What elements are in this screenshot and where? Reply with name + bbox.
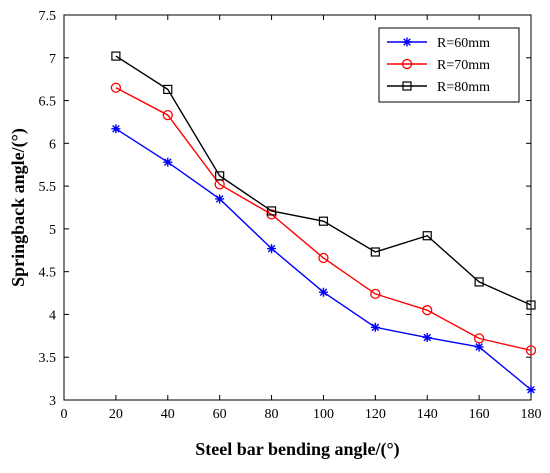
data-point <box>474 277 484 287</box>
y-axis-title: Springback angle/(°) <box>8 128 29 287</box>
y-tick-label: 7 <box>49 52 56 67</box>
y-tick-label: 3 <box>49 394 56 409</box>
data-point <box>111 124 121 134</box>
data-point <box>163 157 173 167</box>
legend-marker <box>401 58 413 70</box>
legend-item: R=60mm <box>387 36 490 51</box>
data-point <box>422 305 433 316</box>
data-point <box>474 342 484 352</box>
legend-label: R=60mm <box>437 36 490 51</box>
y-axis-ticks: 3 3.5 4 4.5 5 5.5 6 6.5 7 7.5 <box>39 9 531 409</box>
data-point <box>370 247 380 257</box>
series-line <box>115 55 532 306</box>
x-axis-title: Steel bar bending angle/(°) <box>195 439 399 460</box>
x-tick-label: 160 <box>469 407 490 422</box>
x-tick-label: 0 <box>61 407 68 422</box>
data-point <box>266 206 277 216</box>
x-tick-label: 100 <box>313 407 334 422</box>
legend-label: R=80mm <box>437 80 490 95</box>
data-point <box>422 231 432 241</box>
data-point <box>473 333 485 344</box>
legend-label: R=70mm <box>437 58 490 73</box>
data-point <box>163 84 173 95</box>
data-point <box>422 333 432 343</box>
data-point <box>318 216 329 226</box>
data-point <box>110 82 122 93</box>
x-tick-label: 140 <box>417 407 438 422</box>
x-tick-label: 80 <box>265 407 279 422</box>
data-point <box>525 345 537 356</box>
y-tick-label: 3.5 <box>39 351 57 366</box>
data-point <box>318 252 329 264</box>
x-tick-label: 120 <box>365 407 386 422</box>
x-tick-label: 180 <box>521 407 542 422</box>
x-tick-label: 40 <box>161 407 175 422</box>
legend: R=60mm R=70mm R=80mm <box>378 27 520 103</box>
y-tick-label: 5.5 <box>39 180 57 195</box>
data-point <box>370 288 381 300</box>
data-point <box>318 287 328 297</box>
y-tick-label: 4.5 <box>39 266 57 281</box>
x-tick-label: 60 <box>213 407 227 422</box>
legend-marker <box>402 37 412 47</box>
y-tick-label: 5 <box>49 223 56 238</box>
data-point <box>215 171 225 181</box>
data-point <box>526 300 536 310</box>
legend-item: R=80mm <box>387 80 490 95</box>
y-tick-label: 7.5 <box>39 9 57 24</box>
series-R=70mm <box>110 82 537 356</box>
series-layer <box>110 51 537 395</box>
series-line <box>115 87 532 352</box>
data-point <box>370 322 380 332</box>
data-point <box>526 385 536 395</box>
data-point <box>162 109 173 121</box>
series-R=80mm <box>111 51 536 310</box>
x-axis-ticks: 0 20 40 60 80 100 120 140 160 180 <box>61 15 542 422</box>
x-tick-label: 20 <box>109 407 123 422</box>
y-tick-label: 6 <box>49 137 56 152</box>
y-tick-label: 6.5 <box>39 95 57 110</box>
data-point <box>111 51 121 61</box>
series-R=60mm <box>111 124 536 395</box>
data-point <box>215 194 225 204</box>
legend-marker <box>402 81 412 91</box>
legend-item: R=70mm <box>387 58 490 73</box>
y-tick-label: 4 <box>49 308 56 323</box>
data-point <box>267 244 277 254</box>
